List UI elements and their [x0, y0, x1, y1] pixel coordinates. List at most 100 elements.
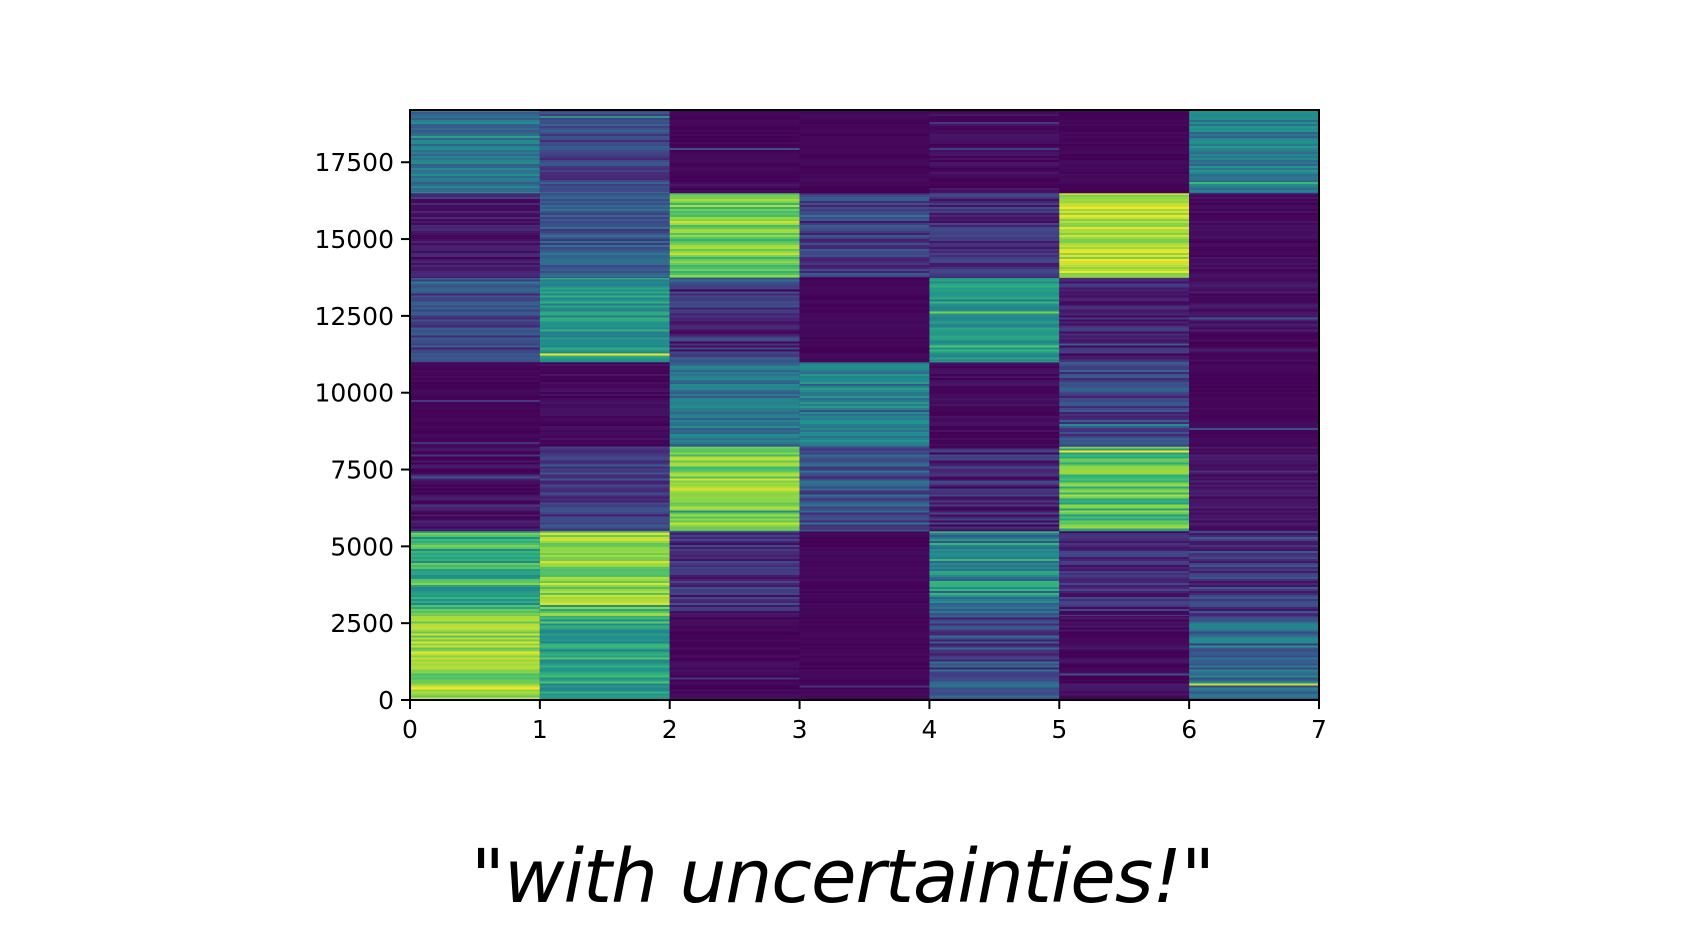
heatmap-stripe — [1059, 158, 1190, 161]
heatmap-stripe — [539, 464, 670, 467]
heatmap-stripe — [410, 464, 540, 467]
heatmap-stripe — [1059, 124, 1190, 127]
heatmap-stripe — [799, 617, 930, 620]
heatmap-stripe — [410, 421, 540, 425]
heatmap-stripe — [799, 184, 930, 187]
heatmap-stripe — [410, 242, 540, 246]
heatmap-stripe — [669, 665, 800, 668]
heatmap-stripe — [929, 192, 1060, 194]
heatmap-stripe — [929, 550, 1060, 554]
heatmap-stripe — [669, 126, 800, 129]
heatmap-stripe — [1059, 347, 1190, 350]
heatmap-stripe — [669, 661, 800, 664]
heatmap-stripe — [929, 170, 1060, 173]
heatmap-stripe — [1189, 530, 1319, 532]
heatmap-stripe — [539, 295, 670, 298]
heatmap-stripe — [539, 152, 670, 155]
heatmap-stripe — [1059, 212, 1190, 216]
heatmap-stripe — [929, 274, 1060, 278]
heatmap-stripe — [539, 641, 670, 644]
heatmap-stripe — [929, 439, 1060, 443]
heatmap-stripe — [539, 635, 670, 638]
heatmap-stripe — [799, 311, 930, 314]
heatmap-stripe — [929, 188, 1060, 191]
heatmap-stripe — [539, 150, 670, 153]
heatmap-stripe — [410, 311, 540, 314]
heatmap-stripe — [799, 252, 930, 256]
heatmap-stripe — [1189, 627, 1319, 630]
heatmap-stripe — [929, 677, 1060, 680]
heatmap-stripe — [1189, 552, 1319, 556]
heatmap-stripe — [799, 162, 930, 165]
heatmap-stripe — [929, 592, 1060, 596]
heatmap-stripe — [1189, 242, 1319, 246]
heatmap-stripe — [669, 323, 800, 326]
heatmap-stripe — [799, 562, 930, 566]
heatmap-stripe — [539, 544, 670, 548]
heatmap-stripe — [410, 665, 540, 668]
heatmap-stripe — [1189, 393, 1319, 397]
heatmap-stripe — [1189, 538, 1319, 542]
heatmap-stripe — [1189, 526, 1319, 529]
heatmap-stripe — [1059, 270, 1190, 274]
heatmap-stripe — [410, 433, 540, 437]
heatmap-stripe — [1059, 144, 1190, 147]
heatmap-stripe — [669, 669, 800, 672]
heatmap-stripe — [929, 126, 1060, 129]
heatmap-stripe — [1189, 540, 1319, 544]
heatmap-stripe — [1059, 437, 1190, 441]
heatmap-stripe — [1189, 200, 1319, 204]
heatmap-stripe — [539, 393, 670, 397]
heatmap-stripe — [539, 608, 670, 612]
heatmap-stripe — [410, 641, 540, 644]
heatmap-stripe — [669, 641, 800, 644]
heatmap-stripe — [539, 673, 670, 676]
heatmap-stripe — [1059, 262, 1190, 266]
heatmap-stripe — [669, 582, 800, 586]
heatmap-stripe — [1059, 162, 1190, 165]
heatmap-stripe — [539, 532, 670, 536]
heatmap-cell — [929, 446, 1060, 532]
heatmap-stripe — [1189, 663, 1319, 666]
heatmap-stripe — [1059, 466, 1190, 469]
heatmap-stripe — [1189, 134, 1319, 137]
heatmap-stripe — [799, 623, 930, 626]
heatmap-stripe — [539, 377, 670, 381]
heatmap-stripe — [929, 687, 1060, 690]
heatmap-stripe — [539, 144, 670, 147]
heatmap-stripe — [799, 383, 930, 387]
heatmap-stripe — [1189, 297, 1319, 300]
heatmap-stripe — [929, 234, 1060, 238]
heatmap-stripe — [799, 150, 930, 153]
heatmap-stripe — [1189, 602, 1319, 606]
heatmap-stripe — [539, 631, 670, 634]
heatmap-stripe — [929, 504, 1060, 507]
heatmap-stripe — [929, 610, 1060, 614]
heatmap-stripe — [1189, 460, 1319, 463]
heatmap-stripe — [1059, 610, 1190, 614]
heatmap-stripe — [929, 373, 1060, 377]
heatmap-stripe — [539, 120, 670, 123]
heatmap-stripe — [799, 200, 930, 204]
heatmap-stripe — [799, 580, 930, 584]
heatmap-stripe — [539, 244, 670, 248]
heatmap-stripe — [1189, 339, 1319, 342]
heatmap-stripe — [539, 274, 670, 278]
heatmap-stripe — [1059, 582, 1190, 586]
heatmap-cell — [1059, 277, 1190, 363]
heatmap-stripe — [929, 327, 1060, 330]
heatmap-stripe — [539, 192, 670, 194]
heatmap-stripe — [1189, 116, 1319, 119]
heatmap-stripe — [1059, 156, 1190, 159]
heatmap-stripe — [410, 277, 540, 280]
heatmap-stripe — [799, 425, 930, 429]
heatmap-stripe — [799, 514, 930, 517]
heatmap-stripe — [929, 488, 1060, 491]
heatmap-stripe — [929, 395, 1060, 399]
heatmap-stripe — [799, 204, 930, 208]
heatmap-stripe — [929, 240, 1060, 244]
heatmap-stripe — [929, 625, 1060, 628]
heatmap-stripe — [929, 246, 1060, 250]
heatmap-stripe — [1059, 631, 1190, 634]
caption: "with uncertainties!" — [470, 834, 1215, 920]
